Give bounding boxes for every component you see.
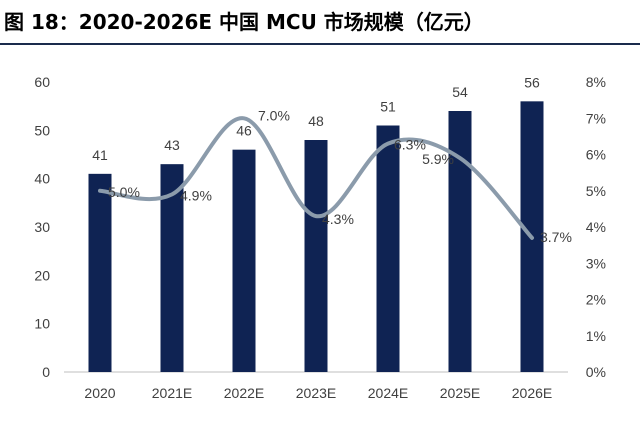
y-right-tick-label: 4% <box>586 219 606 235</box>
market-size-bar <box>88 173 112 372</box>
x-tick-label: 2023E <box>296 385 336 401</box>
bar-value-label: 56 <box>524 74 540 90</box>
y-right-tick-label: 0% <box>586 364 606 380</box>
y-right-tick-label: 1% <box>586 328 606 344</box>
growth-value-label: 3.7% <box>540 229 572 245</box>
axes-layer: 0 10 20 30 40 50 60 0% 1% 2% 3% 4% 5% 6% 7% 8% 2020 2021E… <box>34 74 606 401</box>
growth-labels-layer: 5.0% 4.9% 7.0% 4.3% 6.3%5.9% 3.7% <box>108 107 572 245</box>
y-left-tick-label: 30 <box>34 219 50 235</box>
y-right-tick-label: 2% <box>586 292 606 308</box>
market-size-bar <box>160 164 184 372</box>
y-right-tick-label: 5% <box>586 183 606 199</box>
growth-rate-line <box>98 116 534 240</box>
chart-title: 图 18：2020-2026E 中国 MCU 市场规模（亿元） <box>4 10 484 34</box>
market-size-bar <box>304 140 328 372</box>
bar-value-label: 43 <box>164 137 180 153</box>
growth-value-label: 4.9% <box>180 187 212 203</box>
y-right-tick-label: 6% <box>586 147 606 163</box>
bar-value-label: 46 <box>236 123 252 139</box>
bars-layer <box>88 101 544 372</box>
bar-value-label: 54 <box>452 84 468 100</box>
x-tick-label: 2026E <box>512 385 552 401</box>
y-right-tick-label: 3% <box>586 255 606 271</box>
growth-value-label: 7.0% <box>258 107 290 123</box>
bar-labels-layer: 41 43 46 48 51 54 56 <box>92 74 540 162</box>
x-tick-label: 2025E <box>440 385 480 401</box>
x-tick-label: 2022E <box>224 385 264 401</box>
y-left-tick-label: 0 <box>42 364 50 380</box>
growth-value-label: 4.3% <box>322 211 354 227</box>
y-left-tick-label: 60 <box>34 74 50 90</box>
bar-value-label: 48 <box>308 113 324 129</box>
y-right-tick-label: 8% <box>586 74 606 90</box>
growth-line-layer <box>98 116 534 240</box>
market-size-bar <box>448 111 472 372</box>
market-size-bar <box>376 125 400 372</box>
bar-value-label: 41 <box>92 147 108 163</box>
x-tick-label: 2021E <box>152 385 192 401</box>
growth-value-label: 5.9% <box>422 151 454 167</box>
growth-value-label: 6.3% <box>394 137 426 153</box>
y-left-tick-label: 20 <box>34 267 50 283</box>
growth-value-label: 5.0% <box>108 184 140 200</box>
y-left-tick-label: 10 <box>34 316 50 332</box>
y-left-tick-label: 50 <box>34 122 50 138</box>
x-tick-label: 2024E <box>368 385 408 401</box>
y-right-tick-label: 7% <box>586 110 606 126</box>
title-divider <box>0 43 640 45</box>
y-left-tick-label: 40 <box>34 171 50 187</box>
bar-value-label: 51 <box>380 99 396 115</box>
x-tick-label: 2020 <box>84 385 115 401</box>
market-size-bar <box>232 149 256 372</box>
